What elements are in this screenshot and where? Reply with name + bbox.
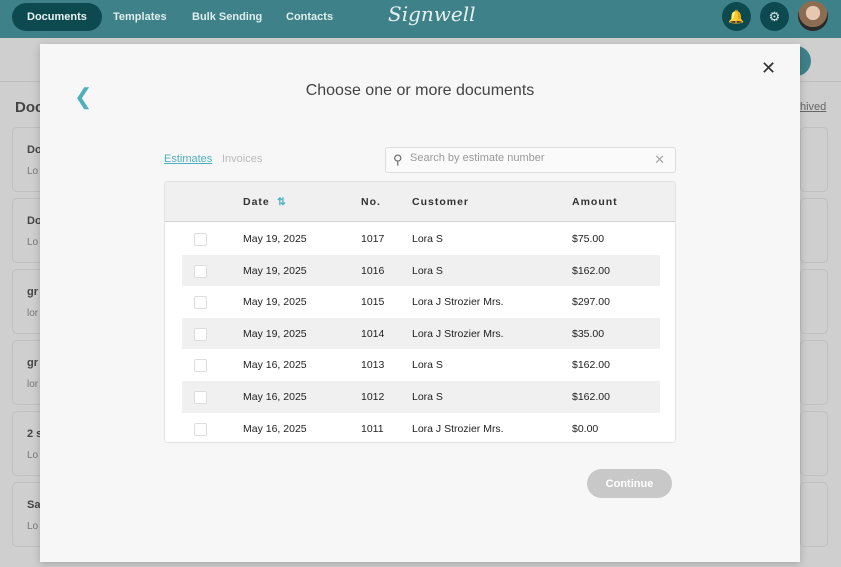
cell-customer: Lora S: [412, 233, 443, 245]
archived-link: hived: [800, 101, 827, 113]
cell-amount: $162.00: [572, 359, 610, 372]
cell-no: 1016: [361, 264, 385, 277]
nav-contacts[interactable]: Contacts: [286, 11, 334, 23]
column-no: No.: [361, 196, 381, 208]
cell-no: 1012: [361, 391, 385, 403]
back-chevron-icon[interactable]: ❮: [74, 84, 93, 109]
card-subtitle: Lo: [27, 521, 39, 532]
clear-icon[interactable]: ✕: [654, 152, 665, 167]
cell-date: May 16, 2025: [243, 422, 307, 435]
table-row[interactable]: May 19, 2025 1016 Lora S $162.00: [182, 254, 660, 287]
card-subtitle: Lo: [27, 237, 39, 248]
choose-documents-modal: ❮ ✕ Choose one or more documents Estimat…: [40, 44, 800, 562]
close-icon[interactable]: ✕: [761, 58, 777, 78]
cell-date: May 16, 2025: [243, 359, 307, 372]
nav-documents[interactable]: Documents: [12, 3, 102, 31]
top-nav: Documents Templates Bulk Sending Contact…: [0, 0, 841, 38]
cell-customer: Lora J Strozier Mrs.: [412, 422, 504, 435]
card-title: Do: [27, 215, 42, 227]
cell-amount: $162.00: [572, 264, 610, 277]
card-title: gr: [27, 357, 38, 369]
background-card-edge: [800, 340, 828, 405]
logo: Signwell: [388, 2, 476, 26]
estimates-table: Date ⇅ No. Customer Amount May 19, 2025 1…: [164, 181, 676, 443]
search-box: ⚲ ✕: [385, 147, 676, 173]
cell-customer: Lora J Strozier Mrs.: [412, 327, 504, 340]
cell-no: 1011: [361, 422, 384, 435]
column-amount: Amount: [572, 196, 618, 208]
row-checkbox[interactable]: [194, 422, 207, 436]
card-title: Do: [27, 144, 42, 156]
avatar[interactable]: [798, 1, 828, 31]
cell-amount: $162.00: [572, 391, 610, 403]
cell-no: 1014: [361, 327, 385, 340]
column-date[interactable]: Date: [243, 196, 270, 208]
card-subtitle: lor: [27, 379, 39, 390]
cell-customer: Lora S: [412, 391, 443, 403]
cell-date: May 19, 2025: [243, 327, 307, 340]
cell-date: May 19, 2025: [243, 233, 307, 245]
row-checkbox[interactable]: [194, 327, 207, 341]
cell-date: May 19, 2025: [243, 296, 307, 309]
continue-button[interactable]: Continue: [587, 469, 672, 498]
table-row[interactable]: May 16, 2025 1011 Lora J Strozier Mrs. $0.0…: [182, 413, 660, 442]
cell-customer: Lora J Strozier Mrs.: [412, 296, 504, 309]
cell-customer: Lora S: [412, 359, 443, 372]
table-row[interactable]: May 19, 2025 1014 Lora J Strozier Mrs. $35.…: [182, 317, 660, 350]
cell-no: 1015: [361, 296, 385, 309]
card-subtitle: Lo: [27, 450, 39, 461]
cell-no: 1017: [361, 233, 385, 245]
card-subtitle: lor: [27, 308, 39, 319]
bell-icon[interactable]: 🔔: [722, 2, 751, 31]
search-input[interactable]: [410, 152, 650, 164]
row-checkbox[interactable]: [194, 359, 207, 373]
table-row[interactable]: May 19, 2025 1015 Lora J Strozier Mrs. $297…: [182, 286, 660, 318]
cell-amount: $297.00: [572, 296, 610, 309]
modal-title: Choose one or more documents: [305, 82, 535, 99]
row-checkbox[interactable]: [194, 391, 207, 404]
background-card-edge: [800, 269, 828, 334]
card-subtitle: Lo: [27, 166, 39, 177]
cell-amount: $0.00: [572, 422, 599, 435]
card-title: 2 s: [27, 428, 43, 440]
row-checkbox[interactable]: [194, 233, 207, 246]
table-row[interactable]: May 19, 2025 1017 Lora S $75.00: [182, 223, 660, 255]
table-row[interactable]: May 16, 2025 1013 Lora S $162.00: [182, 349, 660, 381]
background-card-edge: [800, 198, 828, 263]
cell-customer: Lora S: [412, 264, 443, 277]
cell-amount: $75.00: [572, 233, 605, 245]
column-customer: Customer: [412, 196, 470, 208]
sort-icon[interactable]: ⇅: [277, 196, 286, 208]
cell-date: May 19, 2025: [243, 264, 307, 277]
background-card-edge: [800, 482, 828, 547]
cell-no: 1013: [361, 359, 385, 372]
row-checkbox[interactable]: [194, 264, 207, 278]
nav-bulk-sending[interactable]: Bulk Sending: [192, 11, 263, 23]
tab-invoices[interactable]: Invoices: [222, 153, 263, 165]
background-card-edge: [800, 411, 828, 476]
card-title: Sa: [27, 499, 41, 511]
background-card-edge: [800, 127, 828, 192]
search-icon: ⚲: [393, 152, 403, 167]
background-title: Doc: [15, 99, 44, 116]
nav-templates[interactable]: Templates: [113, 11, 167, 23]
row-checkbox[interactable]: [194, 296, 207, 310]
gear-icon[interactable]: ⚙: [760, 2, 789, 31]
cell-amount: $35.00: [572, 327, 605, 340]
table-row[interactable]: May 16, 2025 1012 Lora S $162.00: [182, 381, 660, 413]
cell-date: May 16, 2025: [243, 391, 307, 403]
tab-estimates[interactable]: Estimates: [164, 153, 213, 165]
table-header: Date ⇅ No. Customer Amount: [165, 182, 675, 222]
card-title: gr: [27, 286, 38, 298]
